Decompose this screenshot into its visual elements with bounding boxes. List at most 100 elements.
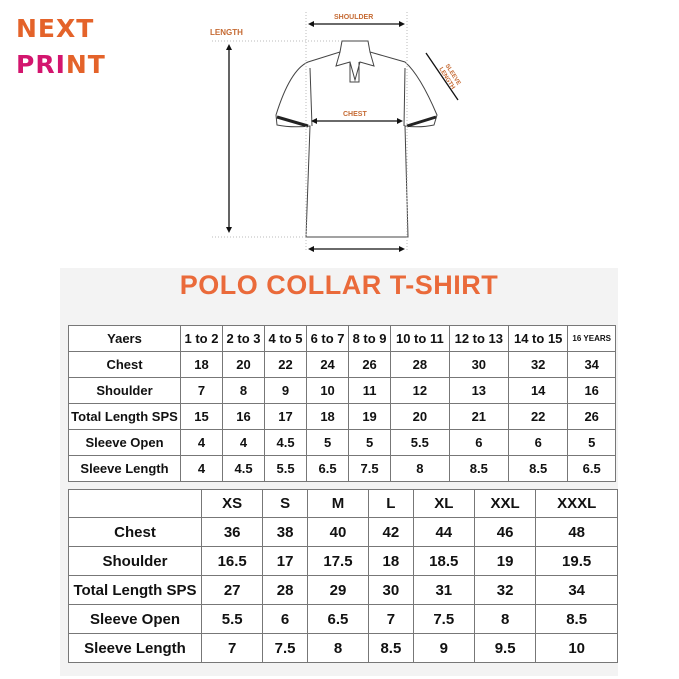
table-cell: 7.5 <box>348 455 392 482</box>
table-cell: 5.5 <box>200 604 264 634</box>
header-cell: 14 to 15 <box>507 325 569 352</box>
table-cell: 7 <box>200 633 264 663</box>
table-cell: 48 <box>535 517 618 547</box>
table-cell: 8.5 <box>448 455 510 482</box>
table-cell: 17 <box>262 546 308 576</box>
logo-print-b: NT <box>65 50 106 79</box>
header-cell: M <box>306 489 370 518</box>
table-cell: 29 <box>306 575 370 605</box>
table-cell: 4.5 <box>264 429 308 456</box>
table-cell: 5 <box>567 429 616 456</box>
table-cell: 18 <box>368 546 414 576</box>
table-row: Chest 36 38 40 42 44 46 48 <box>68 517 618 547</box>
table-cell: 21 <box>448 403 510 430</box>
table-cell: 6 <box>507 429 569 456</box>
table-cell: 5 <box>306 429 350 456</box>
shoulder-label: SHOULDER <box>334 14 374 21</box>
chart-title: POLO COLLAR T-SHIRT <box>179 270 499 300</box>
table-cell: 8.5 <box>368 633 414 663</box>
table-cell: 13 <box>448 377 510 404</box>
row-label: Total Length SPS <box>68 403 181 430</box>
table-cell: 7.5 <box>412 604 475 634</box>
logo-print: PRINT <box>16 50 106 79</box>
table-cell: 42 <box>368 517 414 547</box>
table-cell: 17 <box>264 403 308 430</box>
row-label: Shoulder <box>68 377 181 404</box>
table-cell: 4 <box>179 429 224 456</box>
table-cell: 6.5 <box>306 604 370 634</box>
table-cell: 32 <box>507 351 569 378</box>
polo-shirt-diagram <box>212 12 459 252</box>
table-cell: 17.5 <box>306 546 370 576</box>
table-cell: 36 <box>200 517 264 547</box>
table-cell: 10 <box>535 633 618 663</box>
chest-label: CHEST <box>343 111 367 118</box>
header-cell <box>68 489 202 518</box>
table-cell: 18 <box>306 403 350 430</box>
table-cell: 30 <box>448 351 510 378</box>
table-cell: 8 <box>306 633 370 663</box>
row-label: Total Length SPS <box>68 575 202 605</box>
row-label: Sleeve Open <box>68 429 181 456</box>
table-header-row: XS S M L XL XXL XXXL <box>68 489 618 518</box>
table-cell: 14 <box>507 377 569 404</box>
table-cell: 16 <box>222 403 266 430</box>
table-row: Sleeve Open 4 4 4.5 5 5 5.5 6 6 5 <box>68 429 616 456</box>
header-cell: XL <box>412 489 475 518</box>
table-cell: 8.5 <box>507 455 569 482</box>
table-row: Sleeve Length 4 4.5 5.5 6.5 7.5 8 8.5 8.5 6.5 <box>68 455 616 482</box>
table-cell: 26 <box>348 351 392 378</box>
table-cell: 8.5 <box>535 604 618 634</box>
table-cell: 9 <box>412 633 475 663</box>
adult-size-table: XS S M L XL XXL XXXL Chest 36 38 40 42 44 46 48 Shoulde… <box>68 489 618 663</box>
table-cell: 38 <box>262 517 308 547</box>
table-cell: 5 <box>348 429 392 456</box>
table-cell: 18.5 <box>412 546 475 576</box>
header-cell: 6 to 7 <box>306 325 350 352</box>
header-cell: L <box>368 489 414 518</box>
row-label: Sleeve Length <box>68 455 181 482</box>
table-cell: 44 <box>412 517 475 547</box>
header-cell: XXL <box>473 489 537 518</box>
table-cell: 6.5 <box>567 455 616 482</box>
header-cell: 10 to 11 <box>390 325 450 352</box>
header-cell: XS <box>200 489 264 518</box>
table-cell: 26 <box>567 403 616 430</box>
table-cell: 6.5 <box>306 455 350 482</box>
header-cell: S <box>262 489 308 518</box>
table-cell: 28 <box>262 575 308 605</box>
table-cell: 7 <box>179 377 224 404</box>
table-cell: 8 <box>390 455 450 482</box>
header-cell: XXXL <box>535 489 618 518</box>
header-cell: Yaers <box>68 325 181 352</box>
table-cell: 46 <box>473 517 537 547</box>
table-cell: 28 <box>390 351 450 378</box>
table-cell: 16.5 <box>200 546 264 576</box>
length-label: LENGTH <box>210 28 243 37</box>
header-cell: 4 to 5 <box>264 325 308 352</box>
table-row: Chest 18 20 22 24 26 28 30 32 34 <box>68 351 616 378</box>
header-cell: 2 to 3 <box>222 325 266 352</box>
row-label: Sleeve Length <box>68 633 202 663</box>
table-cell: 31 <box>412 575 475 605</box>
table-cell: 34 <box>535 575 618 605</box>
header-cell: 1 to 2 <box>179 325 224 352</box>
table-cell: 22 <box>264 351 308 378</box>
table-cell: 30 <box>368 575 414 605</box>
table-cell: 4 <box>179 455 224 482</box>
table-cell: 6 <box>262 604 308 634</box>
header-cell: 8 to 9 <box>348 325 392 352</box>
table-cell: 24 <box>306 351 350 378</box>
logo-next: NEXT <box>16 14 95 43</box>
table-cell: 19 <box>348 403 392 430</box>
table-row: Sleeve Open 5.5 6 6.5 7 7.5 8 8.5 <box>68 604 618 634</box>
table-cell: 9.5 <box>473 633 537 663</box>
table-cell: 15 <box>179 403 224 430</box>
table-cell: 9 <box>264 377 308 404</box>
table-cell: 10 <box>306 377 350 404</box>
table-cell: 12 <box>390 377 450 404</box>
table-cell: 7.5 <box>262 633 308 663</box>
table-cell: 8 <box>473 604 537 634</box>
